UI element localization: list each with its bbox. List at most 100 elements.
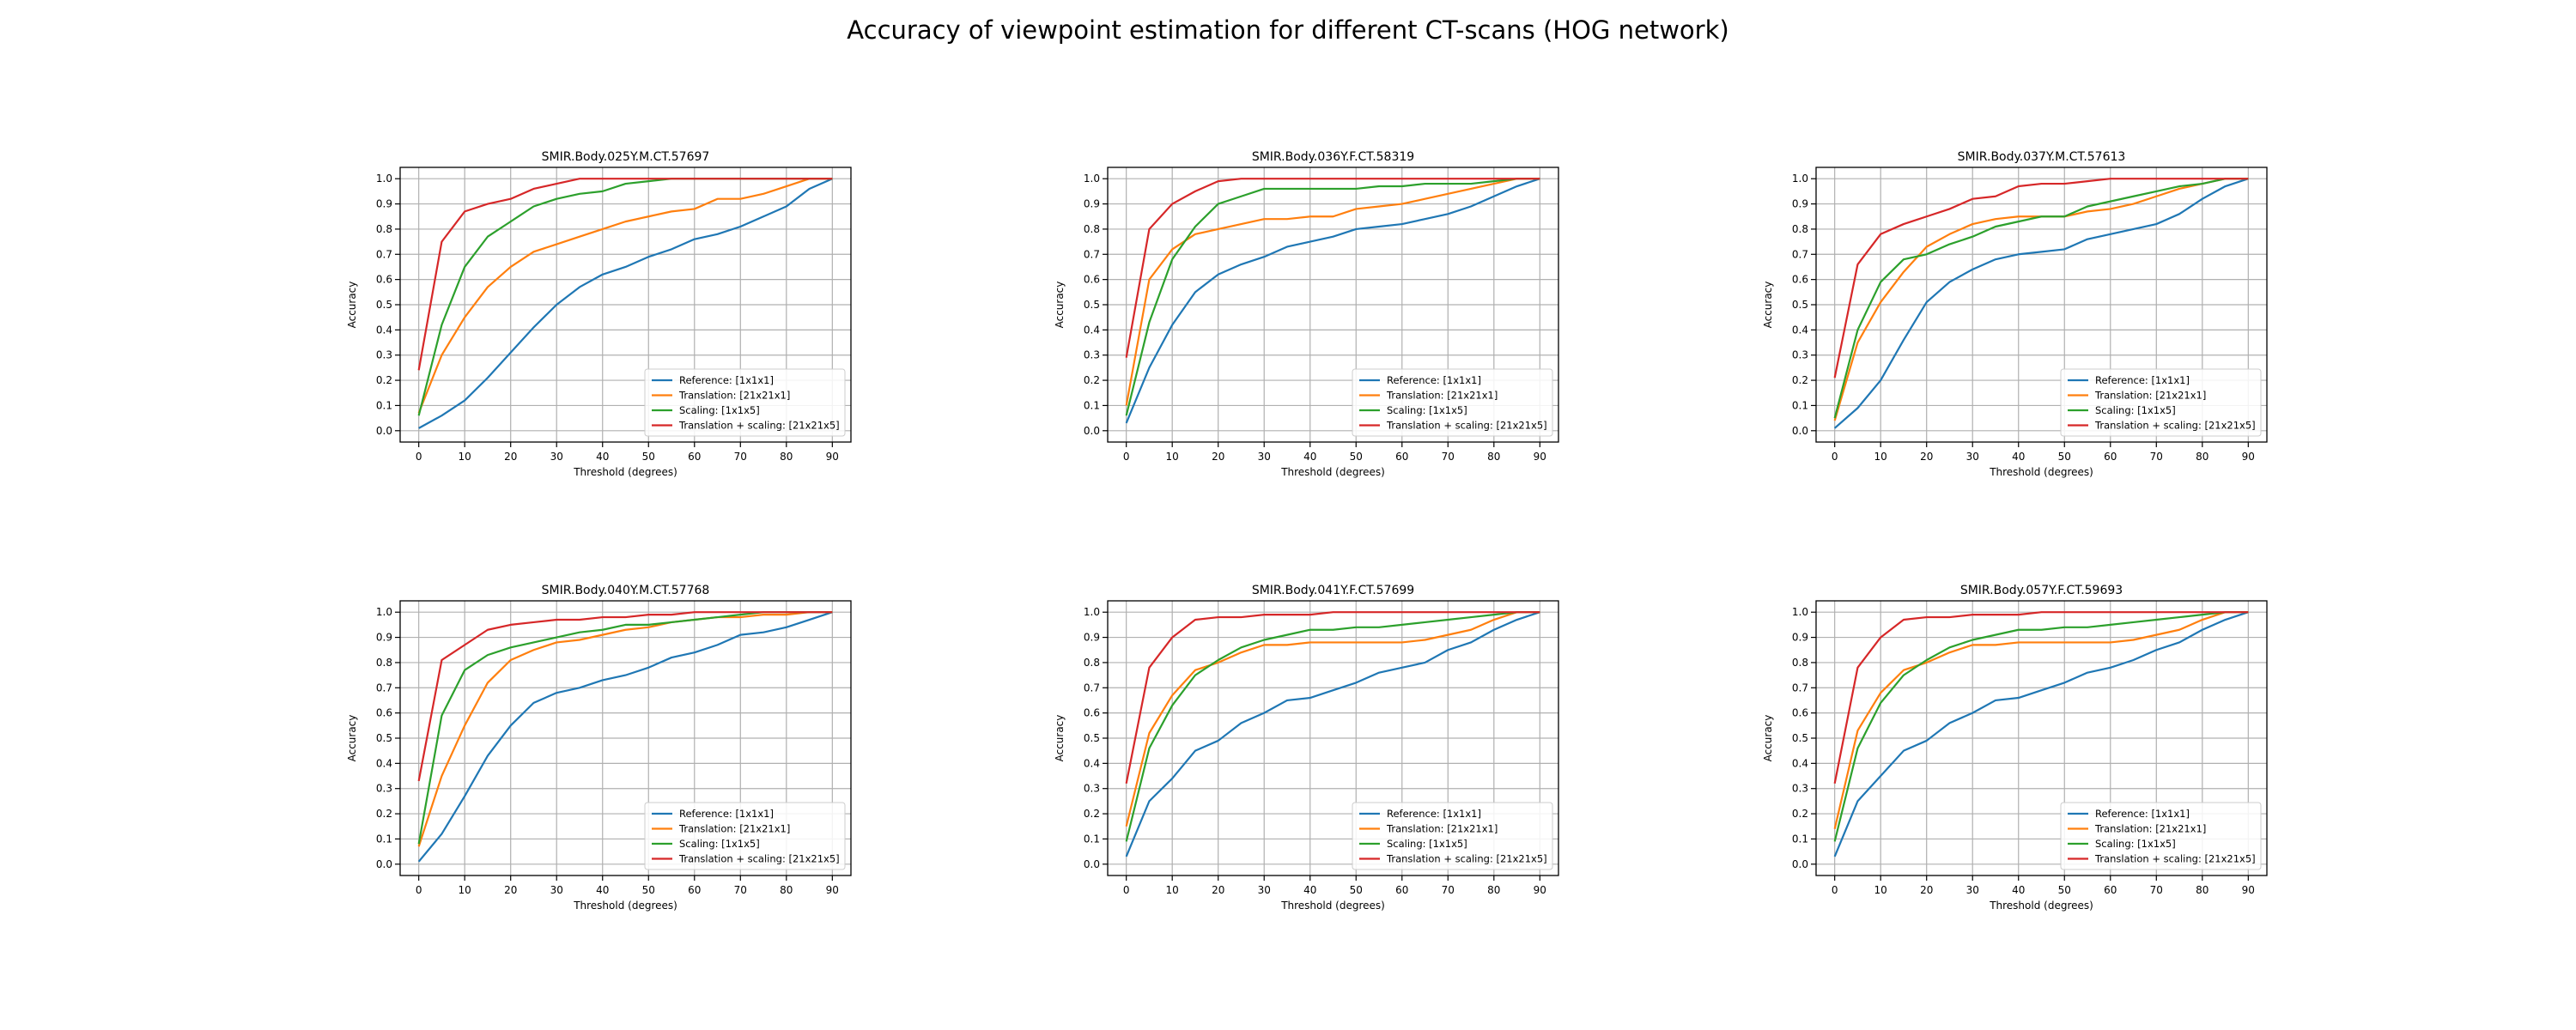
y-tick-label: 0.8 (1792, 223, 1808, 235)
y-tick-label: 0.9 (1084, 198, 1100, 210)
y-tick-label: 0.8 (1084, 223, 1100, 235)
x-tick-label: 10 (1874, 884, 1887, 896)
subplot-1: 0 10 20 30 40 50 60 70 80 90 0.0 0.1 0.2 0.3 0.4 0.5 0.6… (346, 150, 852, 478)
y-tick-label: 0.4 (1792, 757, 1808, 769)
x-tick-label: 80 (1487, 884, 1500, 896)
y-tick-label: 0.0 (1792, 858, 1808, 870)
x-tick-label: 50 (2058, 451, 2071, 463)
x-axis-label: Threshold (degrees) (573, 466, 677, 478)
legend-box (2060, 802, 2262, 870)
series-line-3 (1125, 178, 1540, 416)
x-tick-label: 0 (1123, 451, 1130, 463)
y-tick-label: 0.0 (1792, 425, 1808, 437)
series-line-1 (1833, 611, 2249, 857)
series-line-4 (1833, 178, 2249, 379)
x-axis-label: Threshold (degrees) (1989, 466, 2093, 478)
subplot-title: SMIR.Body.057Y.F.CT.59693 (1960, 584, 2123, 597)
x-tick-label: 10 (459, 884, 471, 896)
legend: Reference: [1x1x1] Translation: [21x21x1]… (2060, 802, 2262, 870)
y-axis-label: Accuracy (1762, 282, 1774, 329)
y-tick-label: 0.2 (1084, 374, 1100, 386)
y-tick-label: 0.6 (376, 274, 392, 286)
legend-label: Reference: [1x1x1] (679, 374, 774, 386)
legend-label: Reference: [1x1x1] (1387, 374, 1481, 386)
subplot-title: SMIR.Body.041Y.F.CT.57699 (1252, 584, 1414, 597)
y-tick-label: 1.0 (1792, 606, 1808, 618)
legend-label: Translation + scaling: [21x21x5] (2094, 420, 2256, 432)
y-tick-label: 0.5 (1792, 299, 1808, 311)
x-tick-label: 10 (1166, 884, 1179, 896)
legend-label: Translation: [21x21x1] (1386, 823, 1498, 835)
y-tick-label: 0.2 (376, 374, 392, 386)
y-tick-label: 0.5 (376, 732, 392, 744)
legend-label: Scaling: [1x1x5] (2095, 404, 2176, 416)
legend-box (644, 368, 846, 437)
legend-label: Scaling: [1x1x5] (679, 404, 760, 416)
y-tick-label: 0.7 (1084, 248, 1100, 260)
subplot-title: SMIR.Body.025Y.M.CT.57697 (542, 150, 710, 164)
y-tick-label: 1.0 (1792, 173, 1808, 185)
y-tick-label: 1.0 (1084, 173, 1100, 185)
x-tick-label: 0 (416, 451, 422, 463)
legend-label: Scaling: [1x1x5] (1387, 838, 1467, 850)
y-tick-label: 0.0 (1084, 858, 1100, 870)
y-tick-label: 0.6 (1084, 274, 1100, 286)
series-line-1 (1125, 611, 1540, 857)
y-tick-label: 0.5 (1084, 732, 1100, 744)
y-tick-label: 0.9 (1792, 632, 1808, 644)
x-tick-label: 30 (1258, 884, 1271, 896)
x-tick-label: 80 (2196, 451, 2208, 463)
y-tick-label: 0.9 (376, 632, 392, 644)
y-tick-label: 1.0 (376, 606, 392, 618)
series-line-3 (1125, 611, 1540, 842)
y-tick-label: 0.0 (376, 425, 392, 437)
legend: Reference: [1x1x1] Translation: [21x21x1]… (1352, 368, 1553, 437)
x-tick-label: 60 (688, 884, 701, 896)
x-tick-label: 40 (596, 451, 609, 463)
x-tick-label: 40 (596, 884, 609, 896)
legend-label: Reference: [1x1x1] (1387, 808, 1481, 820)
legend: Reference: [1x1x1] Translation: [21x21x1]… (644, 368, 846, 437)
y-axis-label: Accuracy (346, 282, 358, 329)
legend: Reference: [1x1x1] Translation: [21x21x1]… (2060, 368, 2262, 437)
x-tick-label: 40 (2012, 451, 2025, 463)
y-axis-label: Accuracy (1054, 282, 1066, 329)
y-tick-label: 0.3 (376, 349, 392, 361)
y-tick-label: 0.4 (376, 757, 392, 769)
y-tick-label: 0.5 (1084, 299, 1100, 311)
subplot-title: SMIR.Body.036Y.F.CT.58319 (1252, 150, 1414, 164)
subplot-4: 0 10 20 30 40 50 60 70 80 90 0.0 0.1 0.2 0.3 0.4 0.5 0.6… (346, 584, 852, 912)
series-line-3 (1833, 611, 2249, 842)
x-tick-label: 30 (550, 451, 563, 463)
y-tick-label: 0.1 (1792, 399, 1808, 411)
y-tick-label: 0.5 (376, 299, 392, 311)
y-tick-label: 0.7 (1792, 248, 1808, 260)
x-tick-label: 0 (1832, 451, 1838, 463)
x-axis-label: Threshold (degrees) (1280, 466, 1385, 478)
y-tick-label: 0.8 (1792, 657, 1808, 669)
legend-label: Translation: [21x21x1] (678, 823, 790, 835)
x-tick-label: 90 (1534, 451, 1546, 463)
x-tick-label: 40 (2012, 884, 2025, 896)
legend: Reference: [1x1x1] Translation: [21x21x1]… (644, 802, 846, 870)
series-line-1 (1833, 178, 2249, 429)
x-tick-label: 60 (688, 451, 701, 463)
legend-label: Translation + scaling: [21x21x5] (678, 420, 840, 432)
x-tick-label: 70 (734, 884, 747, 896)
subplot-5: 0 10 20 30 40 50 60 70 80 90 0.0 0.1 0.2 0.3 0.4 0.5 0.6… (1054, 584, 1559, 912)
y-tick-label: 0.4 (1084, 757, 1100, 769)
x-axis-label: Threshold (degrees) (1989, 900, 2093, 912)
series-line-1 (1125, 178, 1540, 424)
y-tick-label: 0.7 (1084, 682, 1100, 694)
legend-label: Translation: [21x21x1] (678, 390, 790, 402)
series-line-1 (417, 611, 833, 863)
y-tick-label: 1.0 (1084, 606, 1100, 618)
x-axis-label: Threshold (degrees) (1280, 900, 1385, 912)
x-tick-label: 20 (1920, 451, 1933, 463)
y-tick-label: 0.0 (376, 858, 392, 870)
y-tick-label: 0.3 (1792, 783, 1808, 795)
legend-box (644, 802, 846, 870)
legend-label: Scaling: [1x1x5] (1387, 404, 1467, 416)
y-tick-label: 0.3 (376, 783, 392, 795)
legend: Reference: [1x1x1] Translation: [21x21x1]… (1352, 802, 1553, 870)
